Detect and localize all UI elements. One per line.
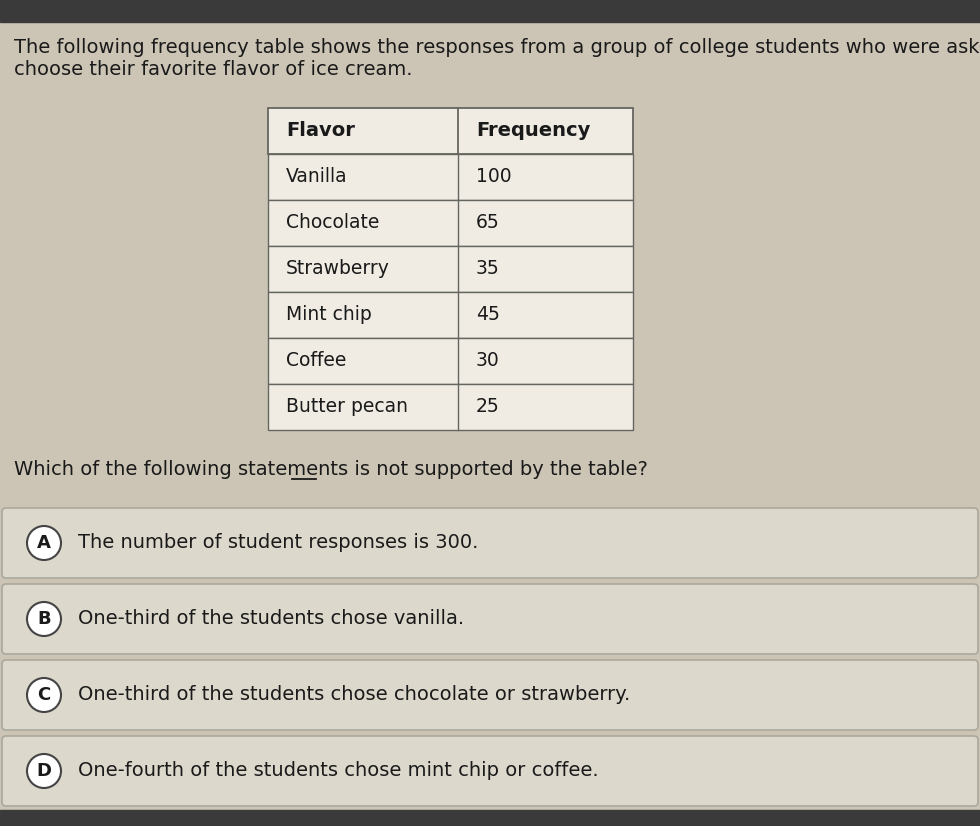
FancyBboxPatch shape — [268, 108, 633, 154]
Text: 35: 35 — [476, 259, 500, 278]
FancyBboxPatch shape — [268, 338, 633, 384]
Text: choose their favorite flavor of ice cream.: choose their favorite flavor of ice crea… — [14, 60, 413, 79]
Circle shape — [27, 602, 61, 636]
Text: 45: 45 — [476, 306, 500, 325]
Text: D: D — [36, 762, 52, 780]
FancyBboxPatch shape — [268, 384, 633, 430]
Text: Vanilla: Vanilla — [286, 168, 348, 187]
FancyBboxPatch shape — [2, 736, 978, 806]
Text: C: C — [37, 686, 51, 704]
FancyBboxPatch shape — [268, 200, 633, 246]
Text: B: B — [37, 610, 51, 628]
Text: Which of the following statements is not supported by the table?: Which of the following statements is not… — [14, 460, 648, 479]
Text: One-third of the students chose chocolate or strawberry.: One-third of the students chose chocolat… — [78, 686, 630, 705]
Text: Chocolate: Chocolate — [286, 213, 379, 232]
Bar — [0, 0, 980, 22]
Bar — [0, 810, 980, 826]
Text: Frequency: Frequency — [476, 121, 590, 140]
FancyBboxPatch shape — [268, 246, 633, 292]
Circle shape — [27, 526, 61, 560]
Circle shape — [27, 754, 61, 788]
Text: Strawberry: Strawberry — [286, 259, 390, 278]
FancyBboxPatch shape — [268, 292, 633, 338]
Text: One-third of the students chose vanilla.: One-third of the students chose vanilla. — [78, 610, 465, 629]
FancyBboxPatch shape — [268, 154, 633, 200]
Text: Mint chip: Mint chip — [286, 306, 371, 325]
Text: A: A — [37, 534, 51, 552]
FancyBboxPatch shape — [2, 584, 978, 654]
Text: 30: 30 — [476, 352, 500, 371]
Text: One-fourth of the students chose mint chip or coffee.: One-fourth of the students chose mint ch… — [78, 762, 599, 781]
Text: 25: 25 — [476, 397, 500, 416]
Text: 100: 100 — [476, 168, 512, 187]
Text: Butter pecan: Butter pecan — [286, 397, 408, 416]
Text: 65: 65 — [476, 213, 500, 232]
Text: Coffee: Coffee — [286, 352, 346, 371]
Circle shape — [27, 678, 61, 712]
Text: The following frequency table shows the responses from a group of college studen: The following frequency table shows the … — [14, 38, 980, 57]
FancyBboxPatch shape — [2, 508, 978, 578]
Text: The number of student responses is 300.: The number of student responses is 300. — [78, 534, 478, 553]
Text: Flavor: Flavor — [286, 121, 355, 140]
FancyBboxPatch shape — [2, 660, 978, 730]
